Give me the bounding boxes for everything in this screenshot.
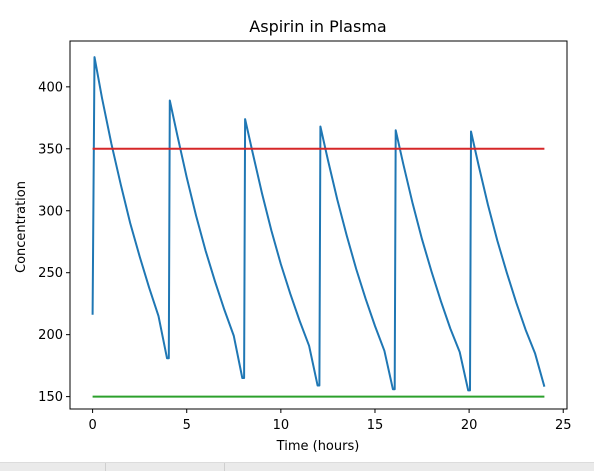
series-line-0 [91,56,546,392]
x-tick-label: 20 [461,418,478,433]
x-tick-label: 5 [183,418,191,433]
plot-frame [69,40,568,410]
strip-divider [105,463,106,471]
y-tick-label: 350 [38,142,63,157]
y-axis: 150 200 250 300 350 400 [38,80,70,405]
x-tick-label: 10 [273,418,290,433]
x-tick-label: 0 [88,418,96,433]
y-tick-label: 300 [38,204,63,219]
y-tick-label: 200 [38,328,63,343]
x-tick-label: 15 [367,418,384,433]
y-axis-label: Concentration [14,181,29,273]
x-axis: 0 5 10 15 20 25 [88,409,572,433]
strip-divider [224,463,225,471]
x-axis-label: Time (hours) [276,439,360,454]
x-tick-label: 25 [555,418,572,433]
plot-area [91,56,546,398]
y-tick-label: 250 [38,266,63,281]
chart-title: Aspirin in Plasma [249,17,386,36]
window-status-strip [0,462,594,471]
y-tick-label: 150 [38,390,63,405]
y-tick-label: 400 [38,80,63,95]
